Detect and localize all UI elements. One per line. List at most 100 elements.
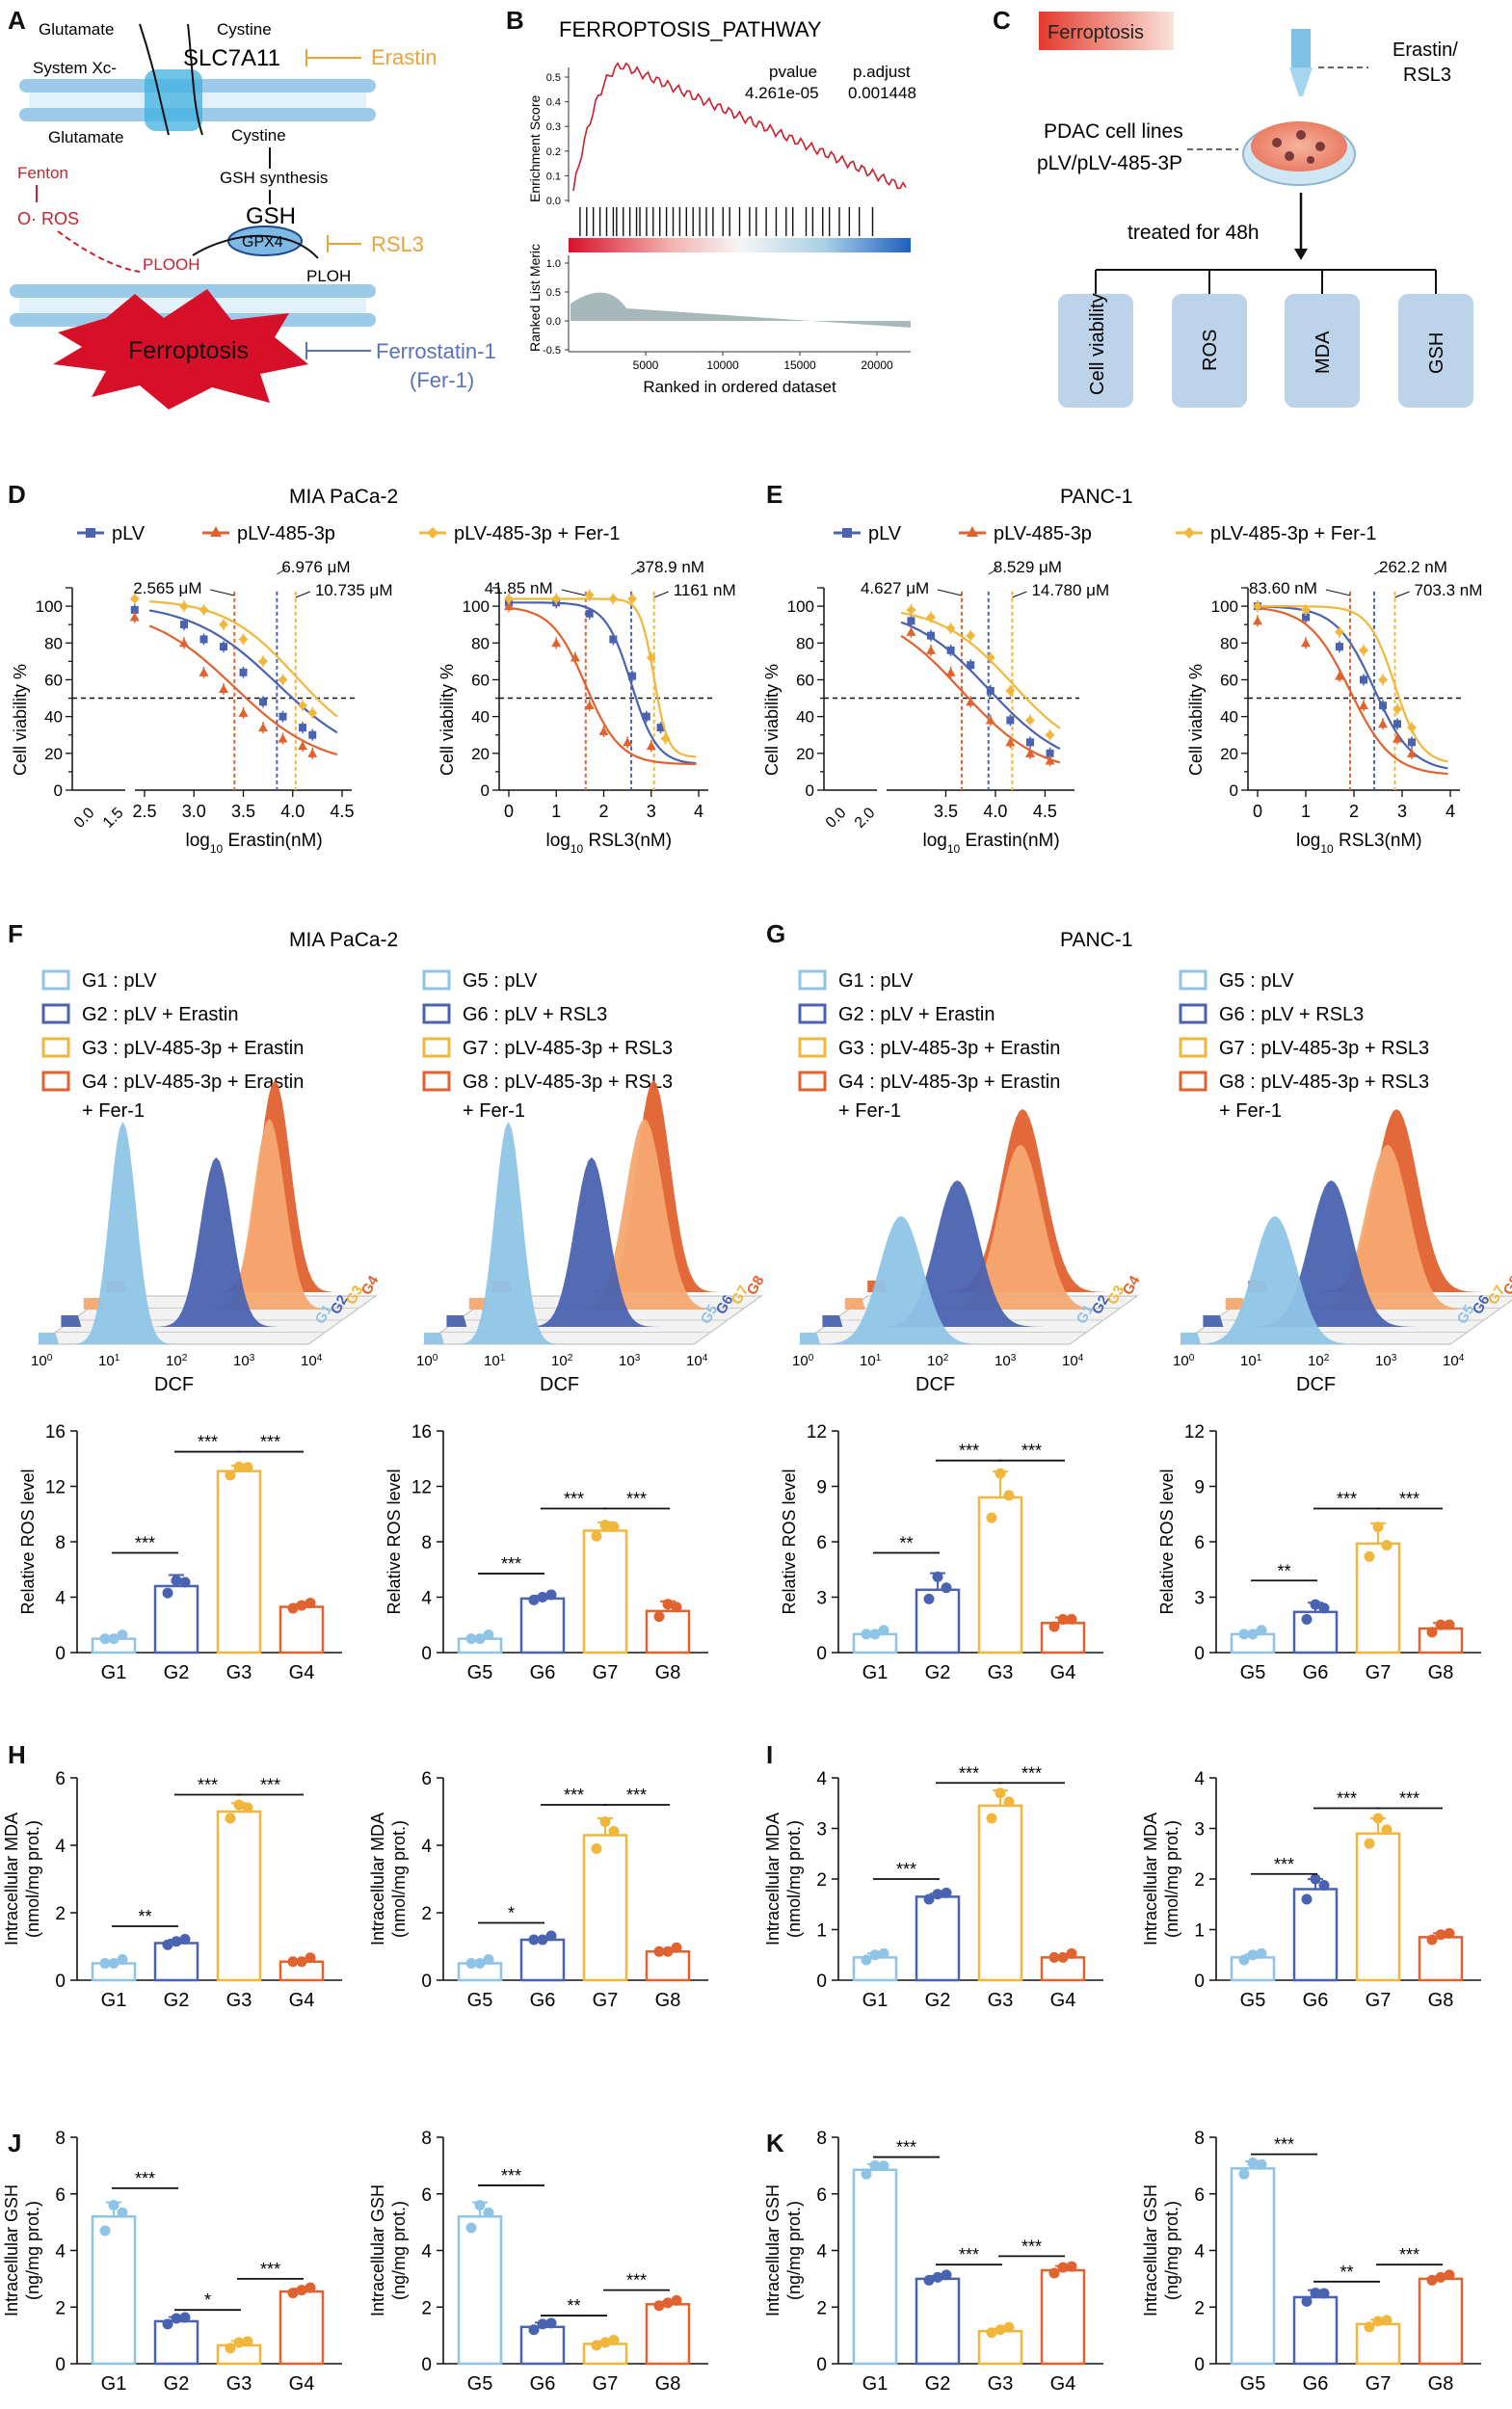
bar-point [545, 2317, 557, 2329]
dose-y-tick-label: 100 [463, 597, 490, 616]
bar-x-tick-label: G7 [593, 2373, 619, 2395]
gsea-rank-ylabel: Ranked List Meric [527, 244, 543, 352]
bar-point [591, 1843, 602, 1854]
dose-point [179, 638, 189, 648]
bar-y-tick-label: 1 [1194, 1921, 1205, 1942]
gsea-enrichment-curve [572, 62, 907, 192]
dose-curve-plv [148, 609, 338, 734]
bar-g2 [153, 2319, 199, 2366]
panel-letter-g: G [766, 919, 785, 948]
dose-point [238, 634, 249, 645]
dose-y-label: Cell viability % [762, 664, 782, 776]
dose-curve-plv [900, 621, 1061, 750]
bar-point [861, 2168, 872, 2180]
bar-x-tick-label: G2 [925, 2373, 951, 2395]
bar-point [1003, 1796, 1015, 1808]
flow-legend-label: G2 : pLV + Erastin [82, 1004, 239, 1025]
significance-label: ** [138, 1907, 151, 1926]
bar-y-tick-label: 2 [55, 1904, 66, 1924]
bar-point [233, 2337, 245, 2348]
bar-y-tick-label: 0 [55, 1644, 66, 1664]
bar-point [995, 1787, 1006, 1799]
dose-y-label: Cell viability % [1186, 664, 1206, 776]
readout-label-gsh: GSH [1426, 332, 1447, 374]
legend-e-label: pLV [868, 523, 902, 544]
bar-point [671, 2294, 682, 2306]
bar-point [171, 1575, 182, 1586]
bar-point [1426, 1934, 1438, 1946]
dose-point [1302, 613, 1310, 622]
dose-y-tick-label: 0 [481, 781, 490, 800]
bar-x-tick-label: G5 [467, 1662, 493, 1683]
bar-point [608, 1522, 620, 1532]
bar-y-tick-label: 0 [816, 2355, 827, 2375]
bar-y-tick-label: 8 [55, 1533, 66, 1553]
dose-x-tick-label: 0 [1253, 802, 1262, 821]
bar-y-label: Intracellular MDA [368, 1813, 387, 1946]
bar-x-tick-label: G3 [226, 2373, 252, 2395]
bar-point [1444, 2269, 1455, 2281]
bar-g3 [977, 2329, 1023, 2366]
panel-letter-e: E [766, 480, 783, 509]
panel-c-experiment-schematic: Ferroptosis Erastin/ RSL3 PDAC cell line… [1037, 12, 1473, 408]
bar-chart: 0 2 4 6 8 Intracellular GSH (ng/mg prot.) G5 G6 G… [1141, 2129, 1481, 2395]
ferroptosis-banner-label: Ferroptosis [1048, 22, 1144, 43]
flow-histogram-g3 [844, 1145, 1115, 1310]
bar-g7 [582, 1834, 628, 1982]
bar-x-tick-label: G4 [1050, 1990, 1076, 2011]
flow-x-tick-label: 102 [927, 1353, 949, 1370]
dose-x-tick-label: 2.5 [132, 802, 156, 821]
bar-y-tick-label: 3 [816, 1589, 827, 1609]
dose-point [598, 726, 609, 735]
bar-g5 [1230, 2167, 1276, 2366]
dose-point [219, 620, 228, 630]
dose-point [1407, 748, 1417, 757]
flow-legend-swatch [422, 1037, 451, 1058]
dose-y-tick-label: 100 [787, 597, 814, 616]
bar-x-tick-label: G4 [289, 1990, 315, 2011]
dose-point [258, 723, 268, 732]
bar-y-tick-label: 8 [816, 2129, 827, 2149]
significance-label: *** [626, 1490, 647, 1509]
flow-x-tick-label: 102 [166, 1353, 188, 1370]
bar-point [474, 1958, 486, 1969]
flow-histogram-g3 [83, 1119, 354, 1310]
dose-x-break-label: 1.5 [100, 805, 127, 832]
dose-point [130, 605, 139, 614]
panel-letter-c: C [993, 6, 1011, 35]
bar-point [591, 1530, 602, 1542]
bar-point [465, 2222, 477, 2234]
flow-x-tick-label: 101 [860, 1353, 882, 1370]
significance-label: *** [896, 2138, 916, 2158]
dose-x-tick-label: 4.0 [280, 802, 305, 821]
dose-y-tick-label: 20 [471, 745, 490, 763]
bar-point [1247, 2157, 1259, 2168]
flow-legend-label: G6 : pLV + RSL3 [1219, 1004, 1364, 1025]
bar-point [1057, 1614, 1069, 1625]
dose-point [907, 617, 915, 625]
dose-point [1335, 671, 1344, 680]
flow-legend-swatch [41, 1071, 70, 1092]
flow-legend-swatch [798, 1071, 827, 1092]
rsl3-label: RSL3 [371, 232, 424, 256]
bar-y-label-unit: (ng/mg prot.) [784, 2201, 804, 2300]
bar-point [1364, 1838, 1375, 1849]
dose-point [1335, 626, 1344, 637]
gsea-pvalue: 4.261e-05 [745, 84, 819, 102]
bar-point [1301, 1614, 1313, 1625]
dose-x-tick-label: 4.0 [983, 802, 1007, 821]
bar-x-tick-label: G8 [1428, 1662, 1454, 1683]
dose-point [1378, 719, 1388, 728]
bar-y-tick-label: 4 [816, 1769, 827, 1789]
bar-y-tick-label: 12 [1184, 1422, 1205, 1443]
bar-g5 [457, 2215, 503, 2366]
flow-histogram-g5 [1180, 1216, 1450, 1344]
bar-point [483, 1954, 494, 1965]
significance-label: ** [1340, 2263, 1353, 2282]
bar-point [923, 1593, 935, 1604]
bar-point [171, 1936, 182, 1947]
dose-point [608, 594, 619, 604]
bar-point [1301, 2295, 1313, 2307]
bar-g3 [977, 1804, 1023, 1982]
gsea-rank-tick-label: -0.5 [543, 345, 561, 357]
